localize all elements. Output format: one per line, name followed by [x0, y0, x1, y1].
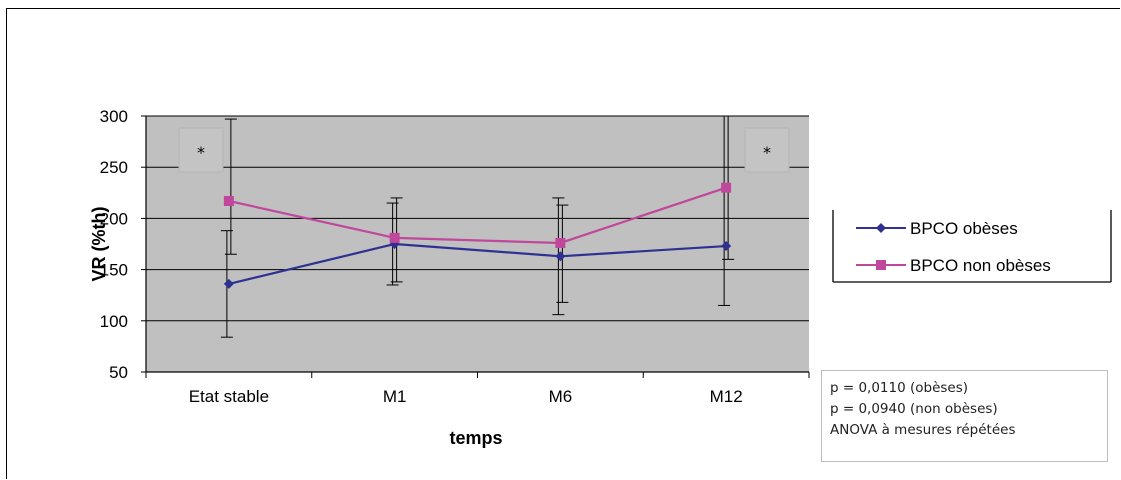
series-line-non-obeses [228, 186, 727, 245]
x-tick-label: M6 [549, 387, 573, 406]
x-tick-labels: Etat stable M1 M6 M12 [189, 387, 743, 406]
annotations: * * [178, 127, 790, 173]
annotation-star: * [197, 143, 205, 162]
stats-line-1: p = 0,0110 (obèses) [830, 380, 969, 396]
legend-marker-square [876, 260, 886, 270]
annotation-star: * [763, 143, 771, 162]
point-obeses [223, 278, 234, 289]
y-tick-label: 150 [100, 261, 128, 280]
statistics-box: p = 0,0110 (obèses) p = 0,0940 (non obès… [821, 370, 1108, 462]
series-lines [228, 186, 727, 286]
point-non-obeses [223, 195, 234, 206]
legend: BPCO obèses BPCO non obèses [832, 210, 1112, 283]
gridlines [146, 115, 809, 322]
plot-area [146, 116, 809, 372]
x-tick-label: M12 [710, 387, 743, 406]
point-non-obeses [389, 232, 400, 243]
x-axis-title: temps [449, 428, 502, 448]
legend-marker-diamond [876, 223, 886, 233]
point-non-obeses [555, 237, 566, 248]
point-non-obeses [721, 182, 732, 193]
y-tick-label: 200 [100, 209, 128, 228]
axes [141, 115, 810, 378]
annotation-box [744, 127, 790, 173]
legend-label: BPCO obèses [910, 219, 1018, 238]
series-markers [223, 182, 732, 289]
point-obeses [721, 241, 732, 252]
x-tick-label: Etat stable [189, 387, 269, 406]
annotation-box [178, 127, 224, 173]
stats-line-2: p = 0,0940 (non obèses) [830, 401, 998, 417]
y-tick-label: 300 [100, 107, 128, 126]
y-axis-title: VR (%th) [89, 207, 109, 282]
series-line-obeses [228, 242, 727, 286]
stats-line-3: ANOVA à mesures répétées [830, 422, 1016, 438]
legend-label: BPCO non obèses [910, 256, 1051, 275]
x-tick-label: M1 [383, 387, 407, 406]
y-tick-label: 250 [100, 158, 128, 177]
y-tick-label: 100 [100, 312, 128, 331]
y-tick-label: 50 [109, 363, 128, 382]
point-obeses [555, 251, 566, 262]
y-tick-labels: 50 100 150 200 250 300 [100, 107, 128, 382]
figure-frame [6, 8, 1120, 479]
